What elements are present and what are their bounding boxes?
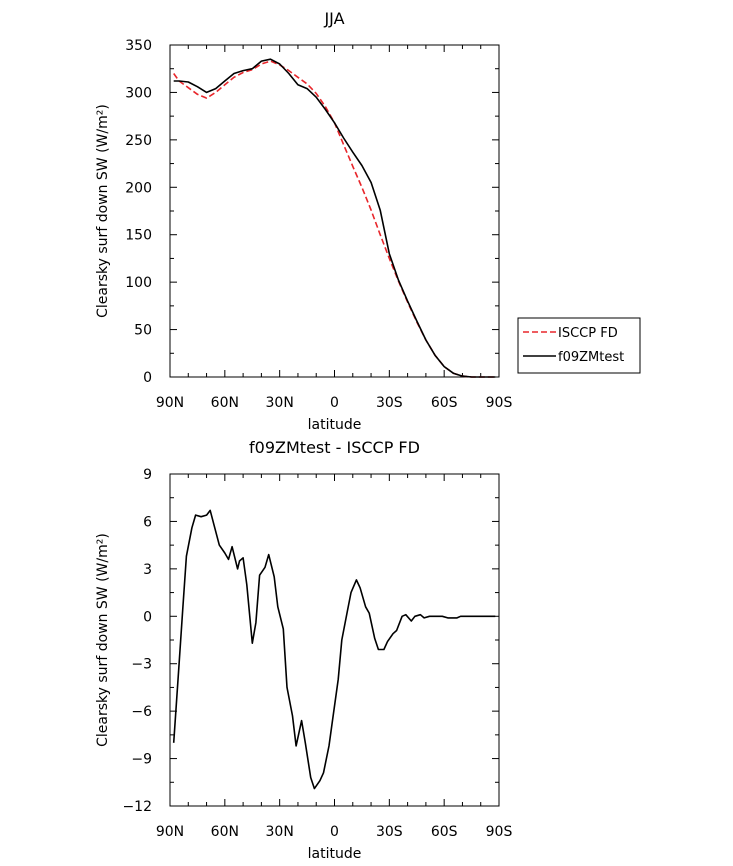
- legend: ISCCP FD f09ZMtest: [517, 317, 641, 374]
- legend-label: ISCCP FD: [558, 326, 618, 341]
- y-tick-label: 6: [143, 514, 152, 530]
- x-tick-label: 0: [330, 824, 339, 840]
- x-axis-label: latitude: [308, 417, 362, 433]
- chart-panel-1: JJA 0 50 100 150 200 250 300 350 90N 60N 30N 0 30S 60S…: [95, 9, 641, 433]
- legend-box: [517, 317, 641, 374]
- x-tick-label: 60N: [211, 824, 239, 840]
- x-tick-label: 0: [330, 395, 339, 411]
- y-tick-label: −3: [131, 657, 152, 673]
- y-tick-label: 3: [143, 562, 152, 578]
- y-axis-label: Clearsky surf down SW (W/m²): [95, 104, 111, 318]
- x-tick-label: 90S: [486, 824, 513, 840]
- plot-frame: [169, 473, 500, 807]
- legend-label: f09ZMtest: [558, 350, 624, 365]
- y-tick-label: 150: [125, 228, 152, 244]
- y-tick-label: 0: [143, 370, 152, 386]
- x-tick-label: 60S: [431, 824, 458, 840]
- y-tick-label: −12: [122, 799, 152, 815]
- x-tick-label: 90N: [156, 824, 184, 840]
- x-tick-label: 30N: [266, 824, 294, 840]
- series-line-isccp-fd: [173, 60, 496, 378]
- series-line-p2-s1: [172, 509, 496, 790]
- x-tick-label: 90N: [156, 395, 184, 411]
- chart-panel-2: f09ZMtest - ISCCP FD −12 −9 −6 −3 0 3 6 9 90N 60N 3…: [95, 438, 512, 862]
- x-tick-label: 60S: [431, 395, 458, 411]
- y-tick-label: 50: [134, 323, 152, 339]
- x-axis-label: latitude: [308, 846, 362, 862]
- y-tick-label: 100: [125, 275, 152, 291]
- y-tick-label: 9: [143, 467, 152, 483]
- x-tick-label: 30N: [266, 395, 294, 411]
- x-tick-label: 30S: [376, 395, 403, 411]
- chart-title: f09ZMtest - ISCCP FD: [249, 438, 420, 457]
- y-tick-label: 250: [125, 133, 152, 149]
- y-tick-label: −9: [131, 752, 152, 768]
- series-line-f09zmtest: [173, 58, 496, 378]
- x-tick-label: 60N: [211, 395, 239, 411]
- y-tick-label: −6: [131, 704, 152, 720]
- plot-frame: [169, 44, 500, 378]
- y-tick-label: 200: [125, 180, 152, 196]
- y-tick-label: 350: [125, 38, 152, 54]
- x-tick-label: 30S: [376, 824, 403, 840]
- y-tick-label: 0: [143, 609, 152, 625]
- x-tick-label: 90S: [486, 395, 513, 411]
- y-axis-label: Clearsky surf down SW (W/m²): [95, 533, 111, 747]
- y-tick-label: 300: [125, 85, 152, 101]
- chart-title: JJA: [323, 9, 344, 28]
